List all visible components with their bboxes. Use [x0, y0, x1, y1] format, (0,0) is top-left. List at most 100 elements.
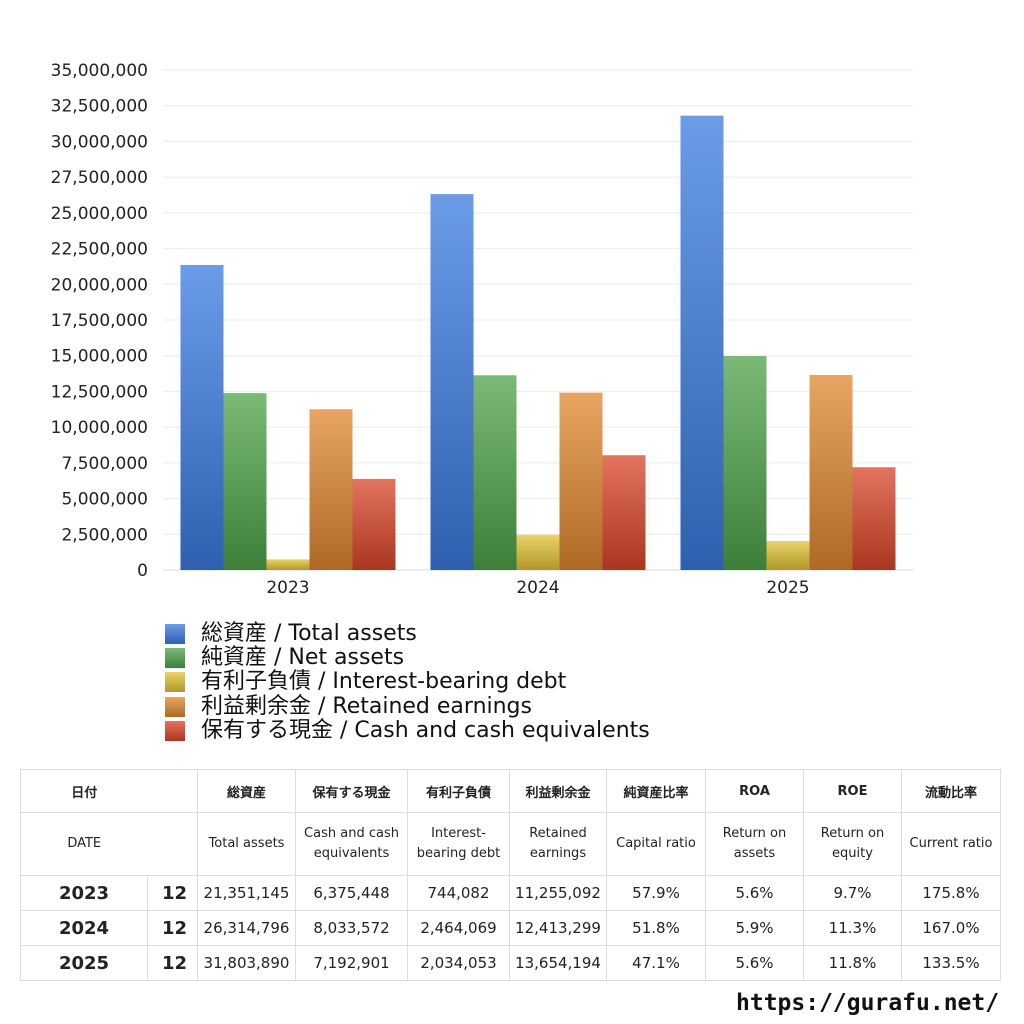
table-cell: 57.9%	[606, 875, 706, 911]
y-tick-label: 25,000,000	[51, 204, 148, 224]
table-cell: 51.8%	[606, 910, 706, 946]
table-cell: 6,375,448	[295, 875, 408, 911]
legend-label: 保有する現金 / Cash and cash equivalents	[201, 717, 650, 743]
financial-metrics-table: 日付 総資産 保有する現金 有利子負債 利益剰余金 純資産比率 ROA ROE 流動比率 DAT…	[20, 769, 1001, 981]
bar	[723, 356, 767, 570]
table-cell: 12	[147, 945, 198, 981]
table-header-cell: 純資産比率	[606, 769, 706, 813]
table-header-cell: Interest-bearing debt	[407, 812, 510, 876]
table-cell: 31,803,890	[197, 945, 296, 981]
x-category-label: 2023	[266, 578, 309, 598]
legend-label: 純資産 / Net assets	[201, 645, 405, 671]
bar	[559, 392, 603, 570]
legend-swatch	[165, 672, 185, 693]
table-cell: 133.5%	[901, 945, 1001, 981]
table-cell: 12,413,299	[509, 910, 607, 946]
legend-swatch	[165, 720, 185, 741]
table-cell: 5.9%	[705, 910, 804, 946]
bar	[223, 393, 267, 570]
y-tick-label: 5,000,000	[61, 490, 148, 510]
y-tick-label: 0	[137, 561, 148, 581]
table-cell: 12	[147, 875, 198, 911]
x-category-label: 2025	[766, 578, 809, 598]
y-axis-tick-labels: 0 2,500,000 5,000,000 7,500,000 10,000,000 12…	[51, 61, 148, 581]
table-cell: 2023	[20, 875, 148, 911]
bars	[180, 115, 896, 570]
table-cell: 9.7%	[803, 875, 902, 911]
bar	[809, 374, 853, 570]
table-header-cell: 利益剰余金	[509, 769, 607, 813]
grid-lines	[163, 69, 913, 571]
bar	[266, 559, 310, 570]
table-header-cell: Cash and cash equivalents	[295, 812, 408, 876]
table-cell: 21,351,145	[197, 875, 296, 911]
table-header-cell: Retained earnings	[509, 812, 607, 876]
table-cell: 167.0%	[901, 910, 1001, 946]
bar	[852, 467, 896, 570]
legend-item: 利益剰余金 / Retained earnings	[165, 694, 650, 719]
table-header-cell: 総資産	[197, 769, 296, 813]
table-cell: 47.1%	[606, 945, 706, 981]
table-row: 2024 12 26,314,796 8,033,572 2,464,069 12,413…	[20, 910, 1001, 946]
table-header-cell: 有利子負債	[407, 769, 510, 813]
x-category-label: 2024	[516, 578, 559, 598]
table-header-cell: Total assets	[197, 812, 296, 876]
table-header-cell: 流動比率	[901, 769, 1001, 813]
table-cell: 11.8%	[803, 945, 902, 981]
y-tick-label: 27,500,000	[51, 168, 148, 188]
table-cell: 11.3%	[803, 910, 902, 946]
table-cell: 13,654,194	[509, 945, 607, 981]
table-cell: 12	[147, 910, 198, 946]
bar	[309, 409, 353, 570]
table-cell: 2,464,069	[407, 910, 510, 946]
table-header-row-ja: 日付 総資産 保有する現金 有利子負債 利益剰余金 純資産比率 ROA ROE 流動比率	[20, 769, 1001, 813]
table-row: 2025 12 31,803,890 7,192,901 2,034,053 13,654…	[20, 945, 1001, 981]
table-header-cell: Return on assets	[705, 812, 804, 876]
bar	[430, 194, 474, 570]
table-header-cell: ROE	[803, 769, 902, 813]
bar	[516, 534, 560, 570]
legend-swatch	[165, 648, 185, 669]
table-header-cell	[147, 812, 198, 876]
table-cell: 175.8%	[901, 875, 1001, 911]
table-cell: 8,033,572	[295, 910, 408, 946]
bar	[352, 478, 396, 570]
table-header-cell: DATE	[20, 812, 148, 876]
y-tick-label: 22,500,000	[51, 240, 148, 260]
bar	[766, 540, 810, 570]
table-cell: 5.6%	[705, 875, 804, 911]
legend-label: 総資産 / Total assets	[201, 621, 417, 647]
table-header-cell: ROA	[705, 769, 804, 813]
bar	[680, 115, 724, 570]
table-row: 2023 12 21,351,145 6,375,448 744,082 11,255,0…	[20, 875, 1001, 911]
legend-label: 有利子負債 / Interest-bearing debt	[201, 669, 567, 695]
y-tick-label: 20,000,000	[51, 275, 148, 295]
y-tick-label: 10,000,000	[51, 418, 148, 438]
y-tick-label: 30,000,000	[51, 132, 148, 152]
table-header-cell: Return on equity	[803, 812, 902, 876]
table-cell: 744,082	[407, 875, 510, 911]
bar	[602, 455, 646, 570]
table-header-cell: 日付	[20, 769, 148, 813]
table-header-cell	[147, 769, 198, 813]
table-cell: 26,314,796	[197, 910, 296, 946]
legend-item: 純資産 / Net assets	[165, 646, 650, 670]
legend: 総資産 / Total assets 純資産 / Net assets 有利子負…	[165, 622, 650, 743]
legend-item: 保有する現金 / Cash and cash equivalents	[165, 717, 650, 743]
y-tick-label: 12,500,000	[51, 382, 148, 402]
table-cell: 2025	[20, 945, 148, 981]
y-tick-label: 7,500,000	[61, 454, 148, 474]
bar	[473, 375, 517, 570]
legend-item: 総資産 / Total assets	[165, 622, 650, 646]
x-axis-category-labels: 2023 2024 2025	[266, 578, 809, 598]
table-cell: 11,255,092	[509, 875, 607, 911]
bar	[180, 264, 224, 570]
table-header-cell: Capital ratio	[606, 812, 706, 876]
y-tick-label: 15,000,000	[51, 347, 148, 367]
y-tick-label: 2,500,000	[61, 525, 148, 545]
site-url: https://gurafu.net/	[736, 990, 1000, 1016]
legend-swatch	[165, 624, 185, 645]
table-cell: 5.6%	[705, 945, 804, 981]
table-header-cell: 保有する現金	[295, 769, 408, 813]
table-header-cell: Current ratio	[901, 812, 1001, 876]
